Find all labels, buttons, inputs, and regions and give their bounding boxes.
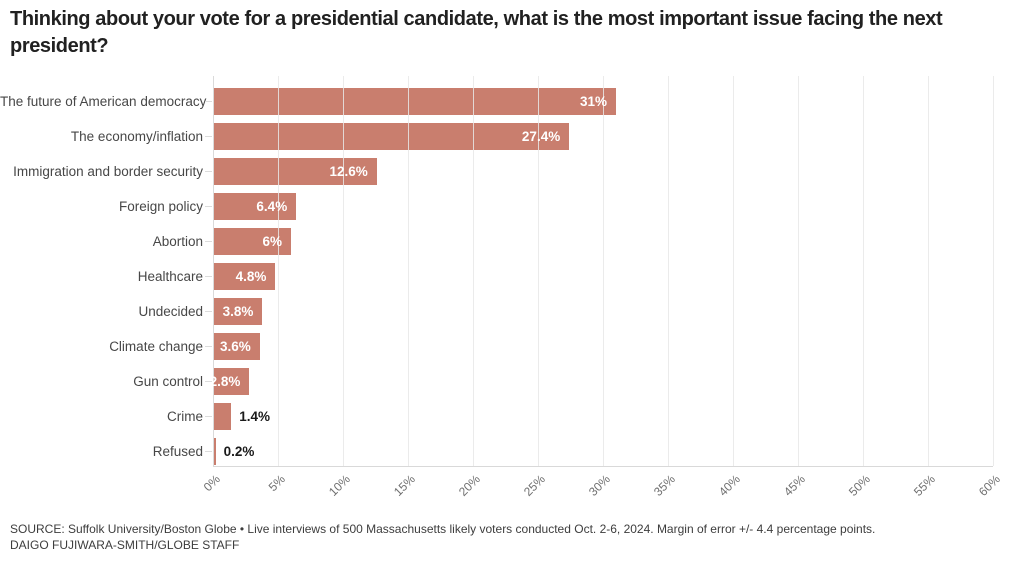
gridline [733, 76, 734, 466]
category-label: Immigration and border security [13, 164, 203, 179]
gridline [278, 76, 279, 466]
gridline [928, 76, 929, 466]
bar [213, 193, 297, 220]
category-label: Abortion [152, 234, 203, 249]
category-tick [205, 241, 212, 242]
gridline [473, 76, 474, 466]
bar [213, 403, 232, 430]
category-tick [205, 346, 212, 347]
category-tick [205, 171, 212, 172]
bar [213, 88, 616, 115]
value-label: 6.4% [256, 199, 288, 214]
gridline [798, 76, 799, 466]
gridline [668, 76, 669, 466]
value-label: 31% [579, 94, 607, 109]
category-label: Climate change [109, 339, 203, 354]
gridline [993, 76, 994, 466]
category-label: The future of American democracy [0, 94, 207, 109]
credit-line: DAIGO FUJIWARA-SMITH/GLOBE STAFF [10, 538, 240, 552]
value-label: 0.2% [223, 444, 255, 459]
category-label: Foreign policy [118, 199, 203, 214]
bar [213, 438, 216, 465]
gridline [538, 76, 539, 466]
category-tick [205, 206, 212, 207]
value-label: 12.6% [329, 164, 368, 179]
chart-title: Thinking about your vote for a president… [10, 8, 943, 57]
category-label: The economy/inflation [70, 129, 203, 144]
bar [213, 368, 250, 395]
category-tick [205, 311, 212, 312]
value-label: 27.4% [521, 129, 561, 144]
category-tick [205, 451, 212, 452]
category-tick [205, 276, 212, 277]
bar [213, 298, 263, 325]
value-label: 3.8% [222, 304, 254, 319]
bar [213, 158, 377, 185]
category-label: Refused [152, 444, 203, 459]
category-label: Gun control [133, 374, 203, 389]
source-note: SOURCE: Suffolk University/Boston Globe … [10, 522, 876, 536]
gridline [863, 76, 864, 466]
bar [213, 333, 260, 360]
category-tick [205, 136, 212, 137]
category-label: Crime [167, 409, 203, 424]
x-axis-baseline [213, 466, 993, 467]
category-label: Healthcare [137, 269, 203, 284]
category-tick [205, 381, 212, 382]
gridline [408, 76, 409, 466]
category-tick [205, 101, 212, 102]
value-label: 6% [262, 234, 282, 249]
gridline [343, 76, 344, 466]
bar [213, 263, 276, 290]
category-tick [205, 416, 212, 417]
value-label: 1.4% [239, 409, 270, 424]
bar [213, 123, 570, 150]
gridline [213, 76, 214, 466]
gridline [603, 76, 604, 466]
category-label: Undecided [138, 304, 203, 319]
value-label: 3.6% [220, 339, 251, 354]
chart-footer: SOURCE: Suffolk University/Boston Globe … [10, 521, 1010, 553]
value-label: 4.8% [235, 269, 267, 284]
value-label: 2.8% [209, 374, 241, 389]
